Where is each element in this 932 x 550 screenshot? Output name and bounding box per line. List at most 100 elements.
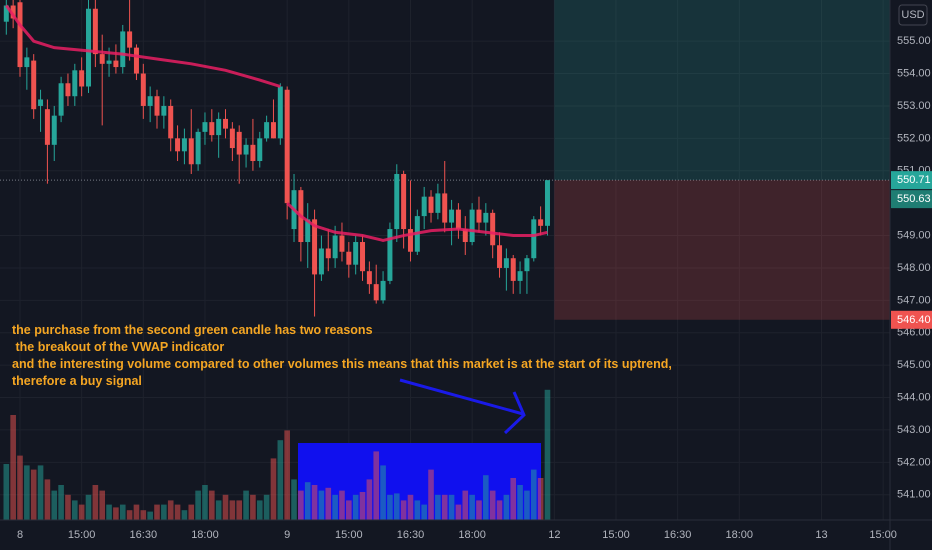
candle-body bbox=[92, 8, 98, 55]
volume-bar bbox=[126, 510, 133, 520]
volume-bar bbox=[99, 490, 106, 520]
candle-body bbox=[65, 83, 71, 97]
candle-body bbox=[79, 70, 85, 87]
annotation-line: the breakout of the VWAP indicator bbox=[12, 340, 224, 354]
candle-body bbox=[407, 229, 413, 252]
volume-bar bbox=[352, 494, 359, 520]
candle-body bbox=[373, 284, 379, 301]
volume-bar bbox=[161, 504, 167, 520]
candle-body bbox=[318, 248, 324, 275]
candle-body bbox=[243, 144, 249, 155]
volume-bar bbox=[346, 500, 352, 520]
volume-bar bbox=[503, 494, 510, 520]
volume-bar bbox=[524, 490, 530, 520]
volume-bar bbox=[24, 465, 30, 520]
candle-body bbox=[428, 196, 434, 213]
candle-body bbox=[277, 86, 283, 139]
volume-bar bbox=[462, 490, 469, 520]
candle-body bbox=[229, 128, 235, 149]
candle-body bbox=[455, 209, 461, 230]
volume-bar bbox=[51, 490, 58, 520]
volume-bar bbox=[58, 485, 64, 520]
volume-bar bbox=[270, 458, 277, 520]
volume-bar bbox=[455, 504, 462, 520]
volume-bar bbox=[167, 500, 174, 520]
vwap-line bbox=[5, 4, 548, 242]
candle-body bbox=[332, 235, 338, 259]
volume-bar bbox=[229, 500, 236, 520]
volume-bar bbox=[37, 465, 44, 520]
arrow-head bbox=[503, 391, 526, 435]
volume-bar bbox=[119, 504, 126, 520]
volume-bar bbox=[78, 504, 85, 520]
x-tick-label: 15:00 bbox=[869, 529, 897, 541]
price-label: 550.63 bbox=[897, 193, 931, 205]
volume-bar bbox=[421, 504, 427, 520]
y-tick-label: 554.00 bbox=[897, 68, 931, 80]
candle-body bbox=[517, 271, 523, 281]
candle-body bbox=[264, 122, 270, 139]
price-label: 546.40 bbox=[897, 314, 931, 326]
candle-body bbox=[270, 122, 276, 139]
volume-bar bbox=[236, 500, 243, 520]
y-tick-label: 542.00 bbox=[897, 456, 931, 468]
annotation: the purchase from the second green candl… bbox=[12, 323, 672, 388]
volume-bar bbox=[393, 493, 400, 520]
currency: USD bbox=[901, 9, 924, 21]
volume-bar bbox=[483, 475, 489, 520]
y-tick-label: 544.00 bbox=[897, 392, 931, 404]
candle-body bbox=[462, 229, 468, 243]
candle-body bbox=[250, 144, 256, 162]
candle-body bbox=[133, 47, 139, 74]
volume-bar bbox=[517, 485, 523, 520]
x-tick-label: 18:00 bbox=[191, 529, 219, 541]
candle-body bbox=[10, 5, 16, 19]
x-tick-label: 18:00 bbox=[726, 529, 754, 541]
volume-bar bbox=[154, 504, 160, 520]
target-zone bbox=[554, 0, 890, 181]
candle-body bbox=[497, 245, 503, 268]
volume-bar bbox=[400, 500, 407, 520]
volume-bar bbox=[339, 490, 345, 520]
candle-body bbox=[188, 138, 194, 165]
y-tick-label: 553.00 bbox=[897, 100, 931, 112]
volume-bar bbox=[380, 465, 386, 520]
volume-bar bbox=[113, 507, 119, 520]
volume-bar bbox=[17, 455, 23, 520]
candle-body bbox=[120, 31, 126, 68]
x-tick-label: 18:00 bbox=[458, 529, 486, 541]
candle-body bbox=[209, 122, 215, 136]
annotation-line: and the interesting volume compared to o… bbox=[12, 357, 672, 371]
volume-bar bbox=[147, 511, 153, 520]
y-tick-label: 545.00 bbox=[897, 359, 931, 371]
volume-bar bbox=[373, 451, 380, 520]
volume-bar bbox=[92, 485, 99, 520]
x-tick-label: 9 bbox=[284, 529, 290, 541]
candle-body bbox=[223, 118, 229, 129]
volume bbox=[3, 389, 551, 520]
candle-body bbox=[524, 258, 530, 272]
candle-body bbox=[435, 193, 441, 213]
volume-bar bbox=[30, 469, 37, 520]
candle-body bbox=[469, 209, 475, 243]
candle-body bbox=[449, 209, 455, 223]
volume-bar bbox=[407, 494, 414, 520]
candle-body bbox=[161, 105, 167, 116]
candle-body bbox=[483, 212, 489, 223]
candle-body bbox=[236, 131, 242, 155]
candle-body bbox=[72, 70, 78, 97]
volume-bar bbox=[188, 504, 195, 520]
candle-body bbox=[257, 138, 263, 162]
volume-bar bbox=[250, 494, 256, 520]
volume-bar bbox=[106, 504, 112, 520]
arrow-line bbox=[399, 378, 524, 416]
candle-body bbox=[380, 280, 386, 301]
price-label-box bbox=[891, 310, 932, 329]
volume-bar bbox=[435, 494, 441, 520]
candle-body bbox=[476, 209, 482, 223]
volume-bar bbox=[489, 490, 496, 520]
volume-bar bbox=[304, 482, 311, 520]
volume-bar bbox=[174, 504, 181, 520]
x-tick-label: 15:00 bbox=[68, 529, 96, 541]
volume-bar bbox=[469, 494, 475, 520]
